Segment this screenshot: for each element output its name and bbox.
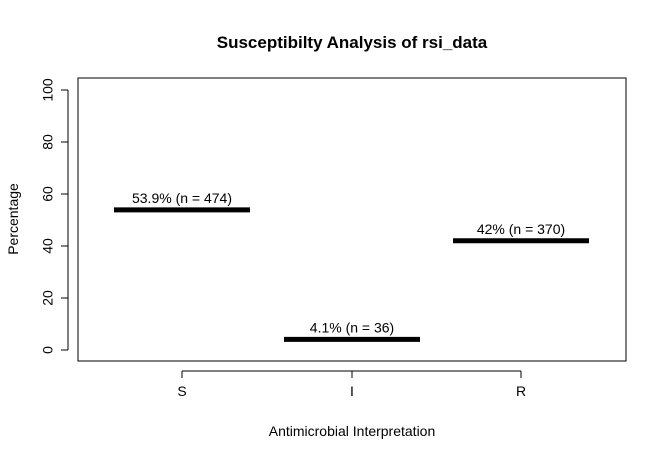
y-tick-label: 60: [40, 186, 56, 202]
y-axis-label: Percentage: [5, 183, 21, 255]
y-tick-label: 0: [40, 346, 56, 354]
x-tick-label: S: [177, 383, 186, 399]
data-label: 53.9% (n = 474): [132, 190, 232, 206]
x-tick-label: R: [516, 383, 526, 399]
data-label: 4.1% (n = 36): [310, 319, 394, 335]
y-tick-label: 40: [40, 238, 56, 254]
bar-marks: [114, 207, 589, 342]
data-labels: 53.9% (n = 474) 4.1% (n = 36) 42% (n = 370…: [132, 190, 565, 335]
x-tick-label: I: [350, 383, 354, 399]
y-tick-label: 100: [40, 78, 56, 102]
y-axis: 0 20 40 60 80 100: [40, 78, 69, 354]
plot-frame: [77, 77, 627, 362]
chart-title: Susceptibilty Analysis of rsi_data: [217, 33, 488, 52]
y-tick-label: 20: [40, 290, 56, 306]
data-label: 42% (n = 370): [477, 221, 565, 237]
x-axis-label: Antimicrobial Interpretation: [269, 423, 436, 439]
y-tick-label: 80: [40, 134, 56, 150]
